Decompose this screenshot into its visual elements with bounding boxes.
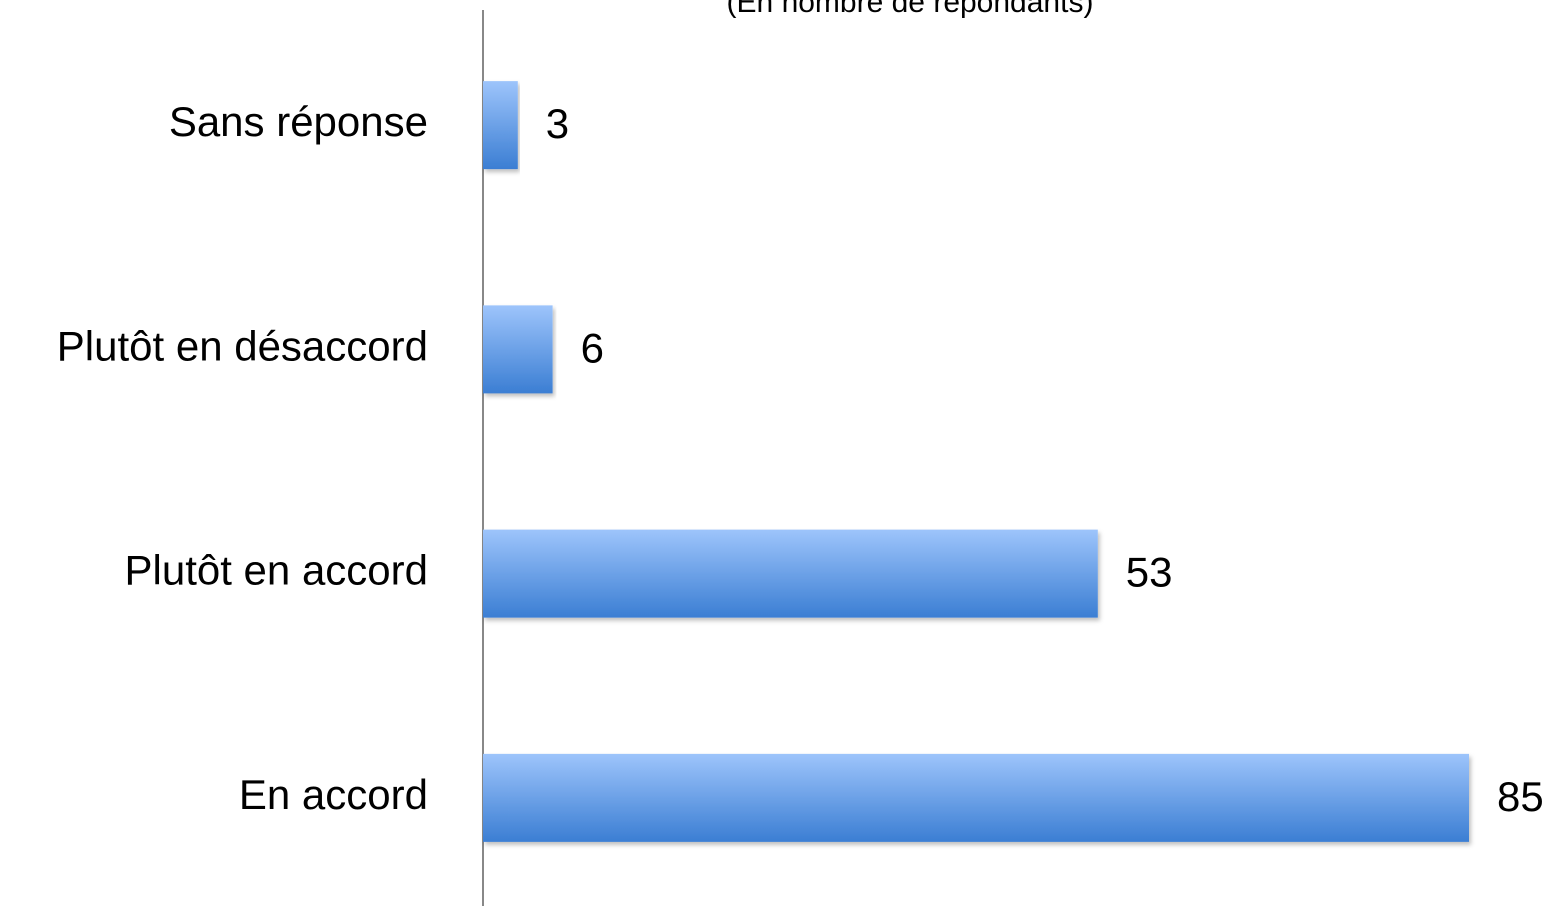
- y-tick-label: En accord: [239, 771, 428, 818]
- y-tick-label: Plutôt en accord: [124, 547, 428, 594]
- y-tick-label: Plutôt en désaccord: [57, 322, 428, 369]
- bar: [483, 305, 553, 394]
- value-label: 53: [1126, 549, 1173, 596]
- bar: [483, 753, 1469, 842]
- bar: [483, 529, 1098, 618]
- bar: [483, 81, 518, 170]
- chart-subtitle: (En nombre de répondants): [727, 0, 1094, 19]
- value-label: 85: [1497, 773, 1544, 820]
- value-label: 3: [546, 100, 569, 147]
- y-tick-label: Sans réponse: [169, 98, 428, 145]
- value-label: 6: [581, 324, 604, 371]
